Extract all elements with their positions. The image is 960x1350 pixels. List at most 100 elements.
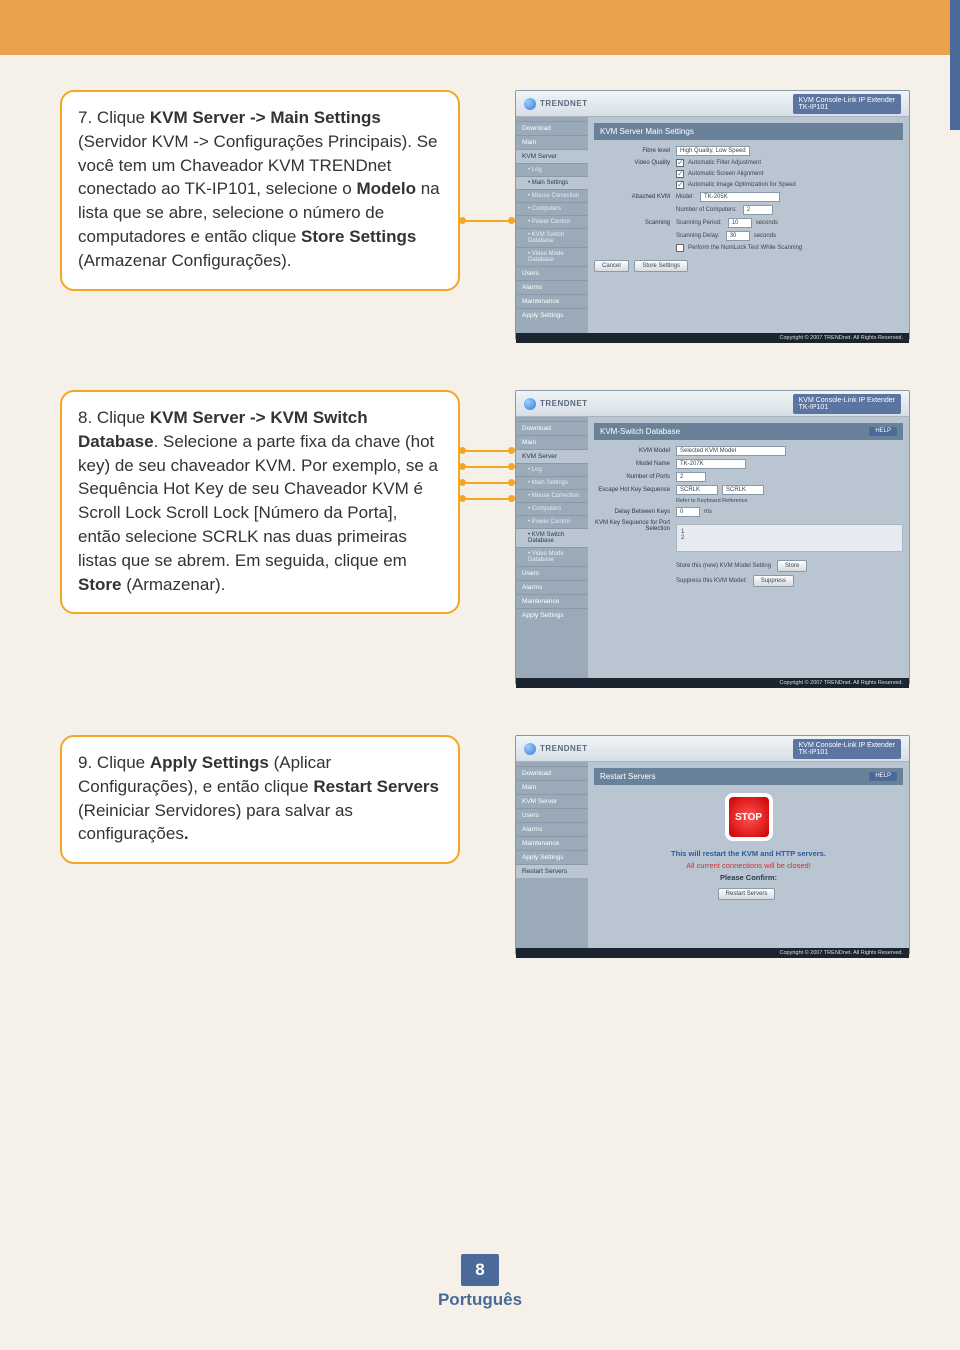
delay-input[interactable]: 0 — [676, 507, 700, 517]
scan-label: Scanning — [594, 220, 676, 226]
checkbox[interactable] — [676, 244, 684, 252]
sidebar-item[interactable]: Download — [516, 766, 588, 780]
page-number: 8 — [461, 1254, 499, 1286]
sidebar-item[interactable]: KVM Server — [516, 794, 588, 808]
sidebar-item-restart[interactable]: Restart Servers — [516, 864, 588, 878]
sidebar-item-kvm-switch-db[interactable]: • KVM Switch Database — [516, 528, 588, 547]
step-9-card: 9. Clique Apply Settings (Aplicar Config… — [60, 735, 460, 864]
screenshot-8-wrap: TRENDNET KVM Console-Link IP Extender TK… — [515, 390, 910, 685]
kvm-model-label: KVM Model — [594, 448, 676, 454]
fibre-select[interactable]: High Quality, Low Speed — [676, 146, 750, 156]
sidebar-item[interactable]: Users — [516, 808, 588, 822]
vq-opt2: Automatic Screen Alignment — [688, 171, 763, 177]
sidebar-item[interactable]: • Mouse Correction — [516, 489, 588, 502]
product-badge: KVM Console-Link IP Extender TK-IP101 — [793, 739, 901, 759]
step-9-text-d: (Reiniciar Servidores) para salvar as co… — [78, 801, 353, 844]
model-select[interactable]: TK-205K — [700, 192, 780, 202]
restart-servers-button[interactable]: Restart Servers — [718, 888, 776, 900]
step-7-row: 7. Clique KVM Server -> Main Settings (S… — [60, 90, 910, 340]
sidebar-item[interactable]: Maintenance — [516, 836, 588, 850]
sidebar-item[interactable]: • Video Mode Database — [516, 247, 588, 266]
sidebar-item[interactable]: Apply Settings — [516, 850, 588, 864]
ports-select[interactable]: 2 — [676, 472, 706, 482]
connector-dot — [508, 217, 515, 224]
sidebar-item-main-settings[interactable]: • Main Settings — [516, 176, 588, 189]
sidebar-item[interactable]: Maintenance — [516, 594, 588, 608]
sidebar-item[interactable]: Users — [516, 266, 588, 280]
help-button[interactable]: HELP — [869, 427, 897, 436]
badge-model: TK-IP101 — [799, 749, 829, 756]
step-9-bold-2: Restart Servers — [313, 777, 439, 796]
step-7-bold-1: KVM Server -> Main Settings — [150, 108, 381, 127]
connector-7 — [462, 220, 512, 222]
seq-list[interactable]: 1 2 — [676, 524, 903, 552]
sidebar-item[interactable]: • Computers — [516, 202, 588, 215]
checkbox[interactable] — [676, 159, 684, 167]
escape-label: Escape Hot Key Sequence — [594, 487, 676, 493]
sidebar-item[interactable]: • Power Control — [516, 215, 588, 228]
suppress-button[interactable]: Suppress — [753, 575, 794, 587]
vq-label: Video Quality — [594, 160, 676, 166]
header-blue-strip — [950, 0, 960, 130]
sidebar-item[interactable]: Maintenance — [516, 294, 588, 308]
step-9-text-a: Clique — [97, 753, 150, 772]
step-7-bold-2: Modelo — [356, 179, 416, 198]
screenshot-7: TRENDNET KVM Console-Link IP Extender TK… — [515, 90, 910, 340]
logo-icon — [524, 98, 536, 110]
numlock-opt: Perform the NumLock Test While Scanning — [688, 245, 802, 251]
shot-body: Download Main KVM Server Users Alarms Ma… — [516, 762, 909, 948]
badge-model: TK-IP101 — [799, 104, 829, 111]
sidebar-item[interactable]: Apply Settings — [516, 308, 588, 322]
sidebar-item[interactable]: Download — [516, 421, 588, 435]
sidebar-item[interactable]: • Power Control — [516, 515, 588, 528]
sidebar-item[interactable]: • KVM Switch Database — [516, 228, 588, 247]
vq-opt1: Automatic Filter Adjustment — [688, 160, 761, 166]
sidebar: Download Main KVM Server • Log • Main Se… — [516, 417, 588, 678]
model-name-input[interactable]: TK-207K — [676, 459, 746, 469]
sidebar-item[interactable]: Alarms — [516, 580, 588, 594]
nc-select[interactable]: 2 — [743, 205, 773, 215]
sidebar-item[interactable]: Alarms — [516, 822, 588, 836]
sidebar-item[interactable]: KVM Server — [516, 449, 588, 463]
sidebar-item[interactable]: KVM Server — [516, 149, 588, 163]
step-8-number: 8. — [78, 408, 92, 427]
akvm-label: Attached KVM — [594, 194, 676, 200]
sidebar-item[interactable]: Apply Settings — [516, 608, 588, 622]
sidebar-item[interactable]: • Video Mode Database — [516, 547, 588, 566]
button-row: Cancel Store Settings — [594, 260, 903, 272]
brand-text: TRENDNET — [540, 399, 588, 408]
sidebar-item[interactable]: Download — [516, 121, 588, 135]
stop-icon: STOP — [725, 793, 773, 841]
shot-header: TRENDNET KVM Console-Link IP Extender TK… — [516, 391, 909, 417]
step-8-bold-2: Store — [78, 575, 121, 594]
sidebar-item[interactable]: Main — [516, 780, 588, 794]
sd-label: Scanning Delay: — [676, 233, 720, 239]
sidebar-item[interactable]: • Log — [516, 163, 588, 176]
shot-body: Download Main KVM Server • Log • Main Se… — [516, 417, 909, 678]
step-9-row: 9. Clique Apply Settings (Aplicar Config… — [60, 735, 910, 955]
escape-select-1[interactable]: SCRLK — [676, 485, 718, 495]
kvm-model-select[interactable]: Selected KVM Model — [676, 446, 786, 456]
store-settings-button[interactable]: Store Settings — [634, 260, 688, 272]
sidebar-item[interactable]: Users — [516, 566, 588, 580]
checkbox[interactable] — [676, 181, 684, 189]
escape-select-2[interactable]: SCRLK — [722, 485, 764, 495]
store-button[interactable]: Store — [777, 560, 807, 572]
sidebar-item[interactable]: Main — [516, 435, 588, 449]
sp-input[interactable]: 10 — [728, 218, 752, 228]
sidebar-item[interactable]: • Mouse Correction — [516, 189, 588, 202]
checkbox[interactable] — [676, 170, 684, 178]
seq-label: KVM Key Sequence for Port Selection — [594, 520, 676, 532]
sidebar-item[interactable]: Alarms — [516, 280, 588, 294]
panel-title: KVM Server Main Settings — [594, 123, 903, 140]
step-7-card: 7. Clique KVM Server -> Main Settings (S… — [60, 90, 460, 291]
cancel-button[interactable]: Cancel — [594, 260, 629, 272]
sd-input[interactable]: 30 — [726, 231, 750, 241]
badge-line1: KVM Console-Link IP Extender — [799, 397, 895, 404]
sidebar-item[interactable]: Main — [516, 135, 588, 149]
sidebar-item[interactable]: • Computers — [516, 502, 588, 515]
badge-line1: KVM Console-Link IP Extender — [799, 97, 895, 104]
sidebar-item[interactable]: • Main Settings — [516, 476, 588, 489]
sidebar-item[interactable]: • Log — [516, 463, 588, 476]
help-button[interactable]: HELP — [869, 772, 897, 781]
